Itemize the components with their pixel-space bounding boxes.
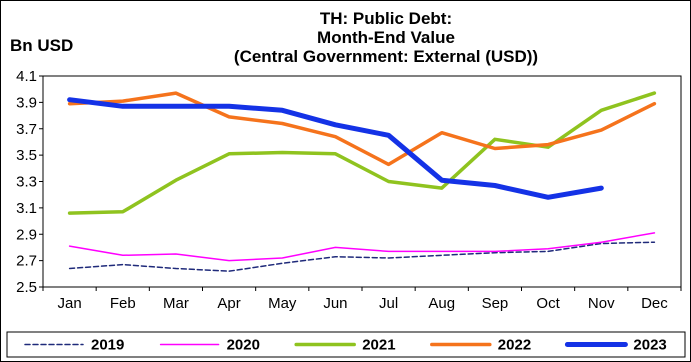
x-tick-label: Feb (110, 295, 136, 312)
y-tick-label: 3.1 (16, 200, 37, 217)
series-line-2020 (68, 232, 656, 262)
x-tick-label: Oct (536, 295, 560, 312)
y-tick-label: 3.7 (16, 121, 37, 138)
x-tick-label: May (268, 295, 297, 312)
x-tick-label: Jul (379, 295, 398, 312)
y-tick-label: 2.9 (16, 226, 37, 243)
x-tick-label: Mar (163, 295, 189, 312)
y-axis-label: Bn USD (10, 36, 74, 55)
x-tick-label: Jan (57, 295, 81, 312)
y-tick-label: 2.7 (16, 253, 37, 270)
chart-title-line-1: TH: Public Debt: (319, 9, 453, 28)
x-tick-label: Sep (482, 295, 509, 312)
series-line-2023 (67, 97, 604, 200)
x-tick-label: Nov (588, 295, 615, 312)
y-tick-label: 2.5 (16, 279, 37, 296)
series-line-2022 (67, 91, 657, 167)
x-tick-label: Aug (428, 295, 455, 312)
chart-title-line-2: Month-End Value (317, 28, 455, 47)
legend-label-2023: 2023 (633, 337, 666, 354)
y-tick-label: 3.5 (16, 147, 37, 164)
x-tick-label: Jun (323, 295, 347, 312)
y-tick-label: 3.3 (16, 174, 37, 191)
legend-label-2019: 2019 (91, 337, 124, 354)
x-tick-label: Dec (641, 295, 668, 312)
y-tick-label: 3.9 (16, 94, 37, 111)
y-tick-label: 4.1 (16, 68, 37, 85)
legend-label-2022: 2022 (498, 337, 531, 354)
legend-label-2021: 2021 (362, 337, 395, 354)
x-tick-label: Apr (217, 295, 240, 312)
series-line-2019 (68, 241, 656, 272)
legend-label-2020: 2020 (227, 337, 260, 354)
chart-title-line-3: (Central Government: External (USD)) (233, 47, 539, 66)
